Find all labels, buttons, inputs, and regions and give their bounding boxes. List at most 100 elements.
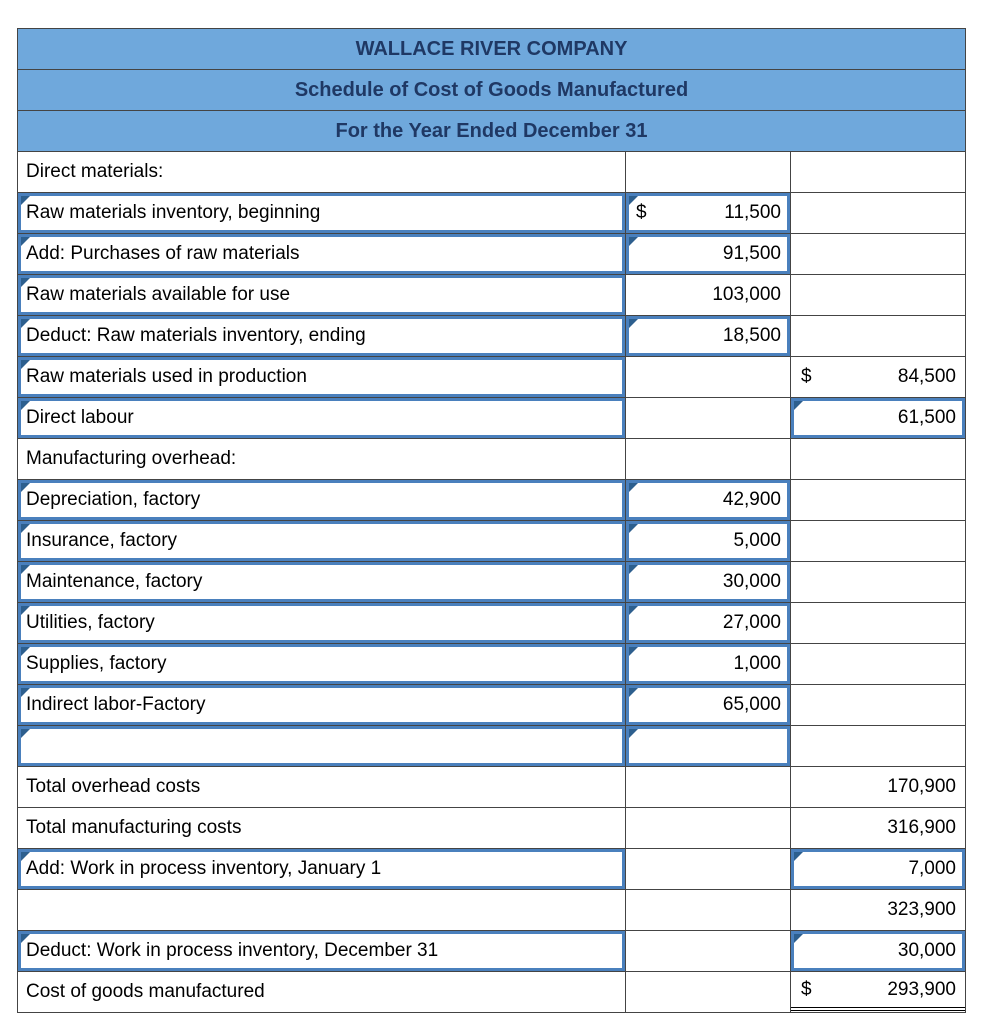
amount-input-cell[interactable]: 65,000: [626, 685, 791, 726]
row-label-select[interactable]: Raw materials used in production: [18, 357, 626, 398]
amount-input-cell[interactable]: 1,000: [626, 644, 791, 685]
row-label-cell: Manufacturing overhead:: [18, 439, 626, 480]
row-label-select[interactable]: Add: Purchases of raw materials: [18, 234, 626, 275]
amount-inner: 5,000: [626, 521, 790, 561]
row-label-select[interactable]: Maintenance, factory: [18, 562, 626, 603]
row-label-text: Total overhead costs: [26, 776, 201, 797]
row-label-text: Direct labour: [26, 407, 134, 428]
dropdown-caret-icon: [21, 360, 30, 369]
dollar-sign: $: [801, 366, 812, 387]
row-label-select[interactable]: [18, 726, 626, 767]
dropdown-caret-icon: [794, 401, 803, 410]
dollar-sign: $: [636, 202, 647, 223]
row-label-text: Utilities, factory: [26, 612, 155, 633]
row-label-text: Raw materials available for use: [26, 284, 291, 305]
row-label-text: Deduct: Work in process inventory, Decem…: [26, 940, 439, 961]
amount-cell: [791, 480, 966, 521]
amount-inner: 30,000: [791, 931, 965, 971]
amount-cell: [791, 439, 966, 480]
row-label-text: Add: Work in process inventory, January …: [26, 858, 382, 879]
amount-inner: 42,900: [626, 480, 790, 520]
dropdown-caret-icon: [21, 606, 30, 615]
schedule-title: Schedule of Cost of Goods Manufactured: [18, 70, 966, 111]
amount-value: 293,900: [887, 979, 956, 1000]
row-label-text: Maintenance, factory: [26, 571, 203, 592]
row-label-select[interactable]: Deduct: Work in process inventory, Decem…: [18, 931, 626, 972]
row-label-text: Total manufacturing costs: [26, 817, 242, 838]
row-label-select[interactable]: Utilities, factory: [18, 603, 626, 644]
amount-inner: $11,500: [626, 193, 790, 233]
amount-input-cell[interactable]: 27,000: [626, 603, 791, 644]
amount-value: 42,900: [722, 489, 781, 510]
amount-cell: $84,500: [791, 357, 966, 398]
amount-value: 61,500: [897, 407, 956, 428]
amount-cell: 170,900: [791, 767, 966, 808]
row-label-select[interactable]: Raw materials inventory, beginning: [18, 193, 626, 234]
row-label-text: Raw materials used in production: [26, 366, 307, 387]
row-label-select[interactable]: Indirect labor-Factory: [18, 685, 626, 726]
row-label-select[interactable]: Depreciation, factory: [18, 480, 626, 521]
amount-inner: 91,500: [626, 234, 790, 274]
amount-input-cell[interactable]: 61,500: [791, 398, 966, 439]
row-label-select[interactable]: Deduct: Raw materials inventory, ending: [18, 316, 626, 357]
amount-cell: [791, 562, 966, 603]
amount-value: 18,500: [722, 325, 781, 346]
dropdown-caret-icon: [21, 401, 30, 410]
amount-inner: 27,000: [626, 603, 790, 643]
dropdown-caret-icon: [629, 688, 638, 697]
row-label-text: Raw materials inventory, beginning: [26, 202, 321, 223]
amount-cell: 316,900: [791, 808, 966, 849]
row-label-text: Indirect labor-Factory: [26, 694, 206, 715]
dollar-sign: $: [801, 979, 812, 1000]
amount-cell: [626, 398, 791, 439]
amount-input-cell[interactable]: [626, 726, 791, 767]
amount-input-cell[interactable]: $11,500: [626, 193, 791, 234]
amount-inner: $293,900: [791, 974, 965, 1011]
amount-input-cell[interactable]: 30,000: [626, 562, 791, 603]
amount-value: 30,000: [722, 571, 781, 592]
amount-value: 11,500: [724, 202, 781, 223]
amount-input-cell[interactable]: 42,900: [626, 480, 791, 521]
dropdown-caret-icon: [794, 852, 803, 861]
amount-value: 27,000: [722, 612, 781, 633]
row-label-select[interactable]: Supplies, factory: [18, 644, 626, 685]
row-label-text: Manufacturing overhead:: [26, 448, 237, 469]
row-label-text: Depreciation, factory: [26, 489, 201, 510]
dropdown-caret-icon: [629, 729, 638, 738]
amount-input-cell[interactable]: 18,500: [626, 316, 791, 357]
amount-value: 1,000: [733, 653, 781, 674]
row-label-select[interactable]: Insurance, factory: [18, 521, 626, 562]
amount-cell: [626, 931, 791, 972]
amount-inner: 65,000: [626, 685, 790, 725]
amount-input-cell[interactable]: 7,000: [791, 849, 966, 890]
amount-cell: [791, 644, 966, 685]
amount-cell: [791, 316, 966, 357]
amount-value: 5,000: [733, 530, 781, 551]
amount-value: 91,500: [722, 243, 781, 264]
amount-input-cell[interactable]: 5,000: [626, 521, 791, 562]
dropdown-caret-icon: [794, 934, 803, 943]
amount-input-cell[interactable]: 30,000: [791, 931, 966, 972]
amount-inner: 103,000: [626, 275, 790, 315]
amount-cell: [791, 275, 966, 316]
dropdown-caret-icon: [21, 196, 30, 205]
row-label-select[interactable]: Raw materials available for use: [18, 275, 626, 316]
amount-value: 7,000: [908, 858, 956, 879]
row-label-text: Insurance, factory: [26, 530, 178, 551]
amount-cell: 103,000: [626, 275, 791, 316]
amount-cell: [626, 439, 791, 480]
amount-value: 30,000: [897, 940, 956, 961]
dropdown-caret-icon: [21, 852, 30, 861]
amount-cell: 323,900: [791, 890, 966, 931]
amount-input-cell[interactable]: 91,500: [626, 234, 791, 275]
dropdown-caret-icon: [629, 647, 638, 656]
amount-cell: [626, 890, 791, 931]
amount-value: 84,500: [897, 366, 956, 387]
row-label-select[interactable]: Direct labour: [18, 398, 626, 439]
row-label-cell: Total manufacturing costs: [18, 808, 626, 849]
dropdown-caret-icon: [629, 237, 638, 246]
amount-cell: [626, 152, 791, 193]
amount-cell: [626, 767, 791, 808]
row-label-text: Direct materials:: [26, 161, 164, 182]
row-label-select[interactable]: Add: Work in process inventory, January …: [18, 849, 626, 890]
